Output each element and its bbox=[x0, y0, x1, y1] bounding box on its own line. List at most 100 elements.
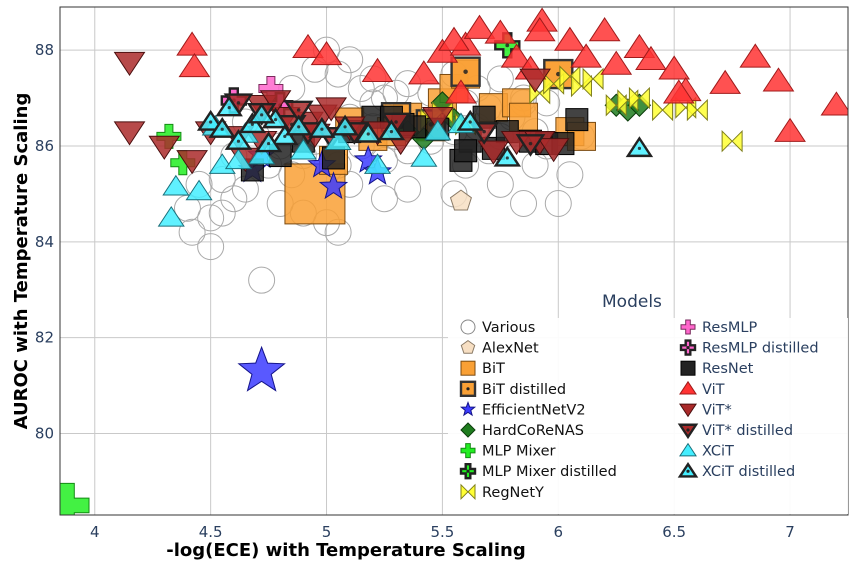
legend-label-resmlp-distilled: ResMLP distilled bbox=[702, 341, 819, 357]
point-xcit-distilled-center-dot bbox=[260, 113, 264, 117]
legend-label-resnet: ResNet bbox=[702, 361, 754, 377]
point-vit-distilled-center-dot bbox=[394, 120, 398, 124]
point-alexnet bbox=[449, 189, 472, 211]
point-regnety bbox=[543, 72, 565, 95]
legend-label-vit: ViT* bbox=[702, 402, 732, 418]
point-xcit-distilled-center-dot bbox=[389, 130, 394, 134]
point-various bbox=[208, 199, 236, 227]
legend-symbol-various bbox=[460, 319, 476, 335]
point-regnety bbox=[652, 98, 674, 122]
point-vit bbox=[774, 117, 806, 142]
point-xcit bbox=[363, 153, 392, 174]
point-bit-distilled-center-dot bbox=[463, 69, 468, 74]
point-xcit bbox=[424, 119, 452, 141]
point-vit bbox=[445, 79, 477, 104]
point-xcit-distilled-center-dot bbox=[236, 139, 241, 143]
legend-symbol-resmlp bbox=[680, 319, 696, 335]
point-xcit-distilled-center-dot bbox=[297, 125, 301, 129]
x-tick-label: 6 bbox=[554, 523, 564, 541]
point-mlp-mixer-distilled-center-dot bbox=[505, 43, 510, 48]
legend-label-resmlp: ResMLP bbox=[702, 320, 757, 336]
point-various bbox=[394, 175, 422, 203]
point-vit bbox=[176, 31, 208, 56]
point-vit bbox=[176, 150, 208, 175]
point-xcit bbox=[185, 179, 213, 201]
point-various bbox=[347, 74, 375, 102]
legend-label-bit-distilled: BiT distilled bbox=[482, 382, 566, 398]
legend-symbol-regnety bbox=[460, 483, 476, 501]
point-vit bbox=[407, 60, 440, 85]
point-vit bbox=[292, 33, 324, 58]
point-vit bbox=[658, 55, 691, 80]
point-vit bbox=[426, 38, 459, 63]
point-efficientnetv2 bbox=[318, 171, 349, 200]
x-tick-label: 5 bbox=[322, 523, 332, 541]
point-various bbox=[556, 161, 584, 189]
series-xcit bbox=[157, 112, 475, 227]
point-vit bbox=[178, 52, 211, 78]
point-xcit-distilled-center-dot bbox=[283, 134, 287, 138]
legend-label-vit-distilled: ViT* distilled bbox=[702, 423, 793, 439]
x-tick-label: 5.5 bbox=[430, 523, 454, 541]
legend-label-bit: BiT bbox=[482, 361, 505, 377]
point-resnet bbox=[321, 146, 345, 170]
point-regnety bbox=[628, 86, 650, 110]
data-points bbox=[60, 7, 848, 515]
point-xcit-distilled-center-dot bbox=[227, 106, 231, 110]
series-alexnet bbox=[449, 189, 472, 211]
point-vit bbox=[820, 91, 848, 116]
legend-symbol-alexnet bbox=[460, 339, 476, 354]
point-vit-distilled-center-dot bbox=[236, 101, 241, 105]
point-various bbox=[248, 266, 276, 294]
point-vit bbox=[500, 43, 533, 68]
y-tick-label: 88 bbox=[35, 41, 54, 59]
legend-symbol-vit-distilled-center-dot bbox=[686, 428, 690, 432]
point-vit bbox=[623, 33, 656, 58]
point-xcit-distilled-center-dot bbox=[343, 125, 347, 129]
series-vit bbox=[176, 7, 848, 142]
point-vit-distilled-center-dot bbox=[528, 141, 533, 146]
point-xcit-distilled-center-dot bbox=[505, 156, 509, 160]
legend-label-xcit: XCiT bbox=[702, 444, 734, 460]
legend-label-various: Various bbox=[482, 320, 535, 336]
legend-label-mlp-mixer-distilled: MLP Mixer distilled bbox=[482, 464, 617, 480]
point-vit bbox=[361, 57, 394, 82]
x-tick-label: 4 bbox=[90, 523, 100, 541]
point-vit-distilled-center-dot bbox=[296, 108, 301, 112]
legend-symbol-bit bbox=[460, 360, 476, 376]
legend-symbol-bit-distilled-center-dot bbox=[466, 387, 470, 391]
point-vit bbox=[554, 26, 586, 51]
legend-symbol-efficientnetv2 bbox=[459, 400, 477, 417]
point-vit-distilled-center-dot bbox=[482, 129, 486, 134]
x-tick-label: 7 bbox=[785, 523, 795, 541]
y-tick-label: 80 bbox=[35, 425, 54, 443]
point-xcit-distilled-center-dot bbox=[637, 146, 642, 150]
legend-label-alexnet: AlexNet bbox=[482, 341, 539, 357]
legend-label-mlp-mixer: MLP Mixer bbox=[482, 444, 556, 460]
legend-symbol-resmlp-distilled-center-dot bbox=[686, 346, 690, 350]
point-vit bbox=[739, 43, 772, 68]
legend-symbol-vit bbox=[679, 403, 697, 418]
x-axis-ticks: 4 4.5 5 5.5 6 6.5 7 bbox=[90, 523, 795, 541]
point-vit bbox=[113, 51, 146, 77]
legend-label-efficientnetv2: EfficientNetV2 bbox=[482, 402, 586, 418]
point-vit bbox=[600, 50, 633, 75]
point-vit bbox=[113, 121, 146, 146]
point-vit bbox=[484, 19, 517, 44]
point-various bbox=[544, 189, 572, 217]
legend: Models Various AlexNet BiT BiT distilled Eff… bbox=[448, 292, 848, 514]
legend-label-vit: ViT bbox=[702, 382, 725, 398]
legend-label-regnety: RegNetY bbox=[482, 485, 544, 501]
legend-symbol-hardcorenas bbox=[460, 422, 476, 438]
point-xcit-distilled-center-dot bbox=[468, 120, 472, 124]
legend-background bbox=[448, 318, 848, 514]
legend-label-xcit-distilled: XCiT distilled bbox=[702, 464, 795, 480]
point-vit bbox=[463, 14, 496, 39]
point-xcit-distilled-center-dot bbox=[273, 118, 278, 122]
point-xcit-distilled-center-dot bbox=[220, 127, 224, 131]
point-xcit bbox=[410, 146, 438, 167]
point-vit bbox=[662, 79, 695, 104]
point-vit bbox=[315, 97, 348, 122]
point-various bbox=[197, 204, 225, 232]
legend-symbol-mlp-mixer-distilled-center-dot bbox=[466, 469, 470, 473]
